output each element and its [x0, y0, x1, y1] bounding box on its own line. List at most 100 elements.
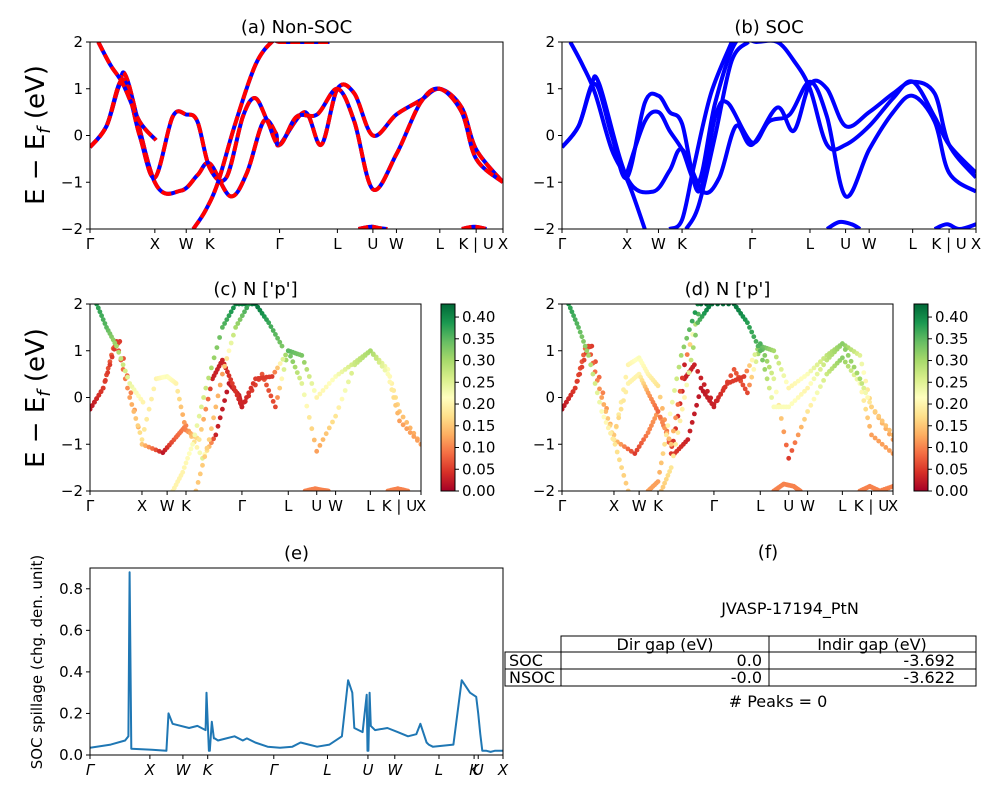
band-point — [311, 437, 317, 443]
band-point — [584, 348, 590, 354]
band-point — [579, 334, 585, 340]
band-point — [197, 471, 203, 477]
ytick-label: −1 — [61, 173, 83, 191]
band-point — [306, 374, 312, 379]
band-line-red-dashed — [90, 77, 503, 192]
band-point — [199, 404, 204, 410]
band-point — [769, 395, 774, 400]
band-point — [213, 404, 219, 410]
band-point — [226, 373, 232, 379]
band-point — [679, 406, 685, 412]
ytick-label: 0.0 — [59, 746, 83, 764]
band-point — [628, 448, 634, 454]
band-point — [655, 383, 661, 389]
band-point — [283, 352, 288, 358]
kpoint-label: W — [651, 235, 666, 253]
band-point — [309, 381, 315, 386]
band-point — [617, 457, 622, 463]
band-point — [100, 385, 106, 391]
band-point — [268, 324, 274, 329]
band-point — [196, 437, 202, 442]
band-point — [576, 325, 581, 330]
band-point — [879, 441, 885, 447]
band-point — [199, 427, 204, 432]
band-point — [400, 422, 406, 428]
row-label-nsoc: NSOC — [509, 668, 555, 687]
band-point — [135, 423, 141, 428]
band-point — [865, 395, 870, 400]
band-point — [98, 389, 104, 395]
band-point — [675, 402, 681, 407]
colorbar — [913, 303, 929, 492]
band-point — [279, 343, 285, 349]
panel-d-projected: (d) N ['p']210−1−2Γ X W K Γ L U W L K | UX0.400.3… — [533, 279, 969, 515]
band-point — [233, 325, 239, 330]
band-point — [695, 304, 701, 307]
band-point — [292, 364, 298, 370]
kpoint-label: Γ — [270, 761, 280, 779]
band-point — [749, 374, 755, 380]
band-point — [733, 370, 739, 376]
band-point — [682, 395, 687, 400]
band-line-red-dashed — [191, 42, 330, 229]
band-point — [224, 317, 230, 322]
ytick-label: 0.6 — [59, 621, 83, 639]
band-point — [798, 424, 804, 430]
band-point — [127, 395, 133, 400]
kpoint-label: K — [203, 761, 214, 779]
band-point — [349, 370, 354, 376]
band-point — [325, 488, 331, 491]
band-point — [890, 483, 893, 489]
band-point — [883, 445, 889, 450]
kpoint-label: X — [498, 235, 508, 253]
band-point — [92, 399, 97, 405]
plot-area — [90, 571, 503, 753]
band-point — [795, 395, 801, 400]
band-point — [818, 367, 823, 372]
plot-area — [562, 304, 893, 491]
ytick-label: 2 — [545, 295, 555, 313]
band-point — [672, 388, 677, 393]
band-point — [755, 343, 761, 349]
band-point — [118, 356, 124, 361]
band-point — [811, 365, 817, 371]
band-point — [231, 332, 236, 338]
band-point — [876, 438, 882, 444]
band-point — [185, 455, 191, 461]
axes-frame — [561, 41, 977, 230]
band-point — [228, 340, 234, 346]
colorbar-tick-label: 0.35 — [462, 330, 495, 348]
panel-title-e: (e) — [284, 543, 309, 564]
band-point — [668, 441, 674, 447]
band-point — [863, 406, 869, 412]
band-point — [792, 398, 798, 403]
band-point — [311, 388, 317, 393]
ytick-label: 0 — [545, 127, 555, 145]
kpoint-label: L — [366, 497, 375, 515]
panel-c-projected: (c) N ['p']210−1−2Γ X W K Γ L U W L K | UX0.400.3… — [61, 279, 496, 515]
kpoint-label: L — [838, 497, 847, 515]
band-point — [677, 418, 683, 424]
band-point — [747, 325, 752, 330]
band-point — [194, 445, 200, 450]
kpoint-label: W — [176, 761, 192, 779]
band-point — [95, 305, 101, 311]
colorbar-tick-label: 0.05 — [462, 460, 495, 478]
band-point — [675, 430, 681, 435]
kpoint-label: W — [387, 761, 403, 779]
band-point — [273, 332, 278, 337]
ylabel-row2: E − Ef (eV) — [21, 328, 55, 468]
ytick-label: 0 — [545, 389, 555, 407]
band-point — [197, 450, 203, 456]
band-point — [632, 451, 638, 456]
band-point — [246, 304, 252, 307]
band-point — [689, 420, 695, 425]
band-point — [821, 362, 826, 368]
kpoint-label: K | U — [931, 235, 966, 253]
band-point — [397, 418, 402, 424]
band-point — [309, 426, 315, 432]
band-point — [603, 420, 609, 425]
band-point — [294, 370, 300, 375]
band-point — [751, 367, 757, 372]
